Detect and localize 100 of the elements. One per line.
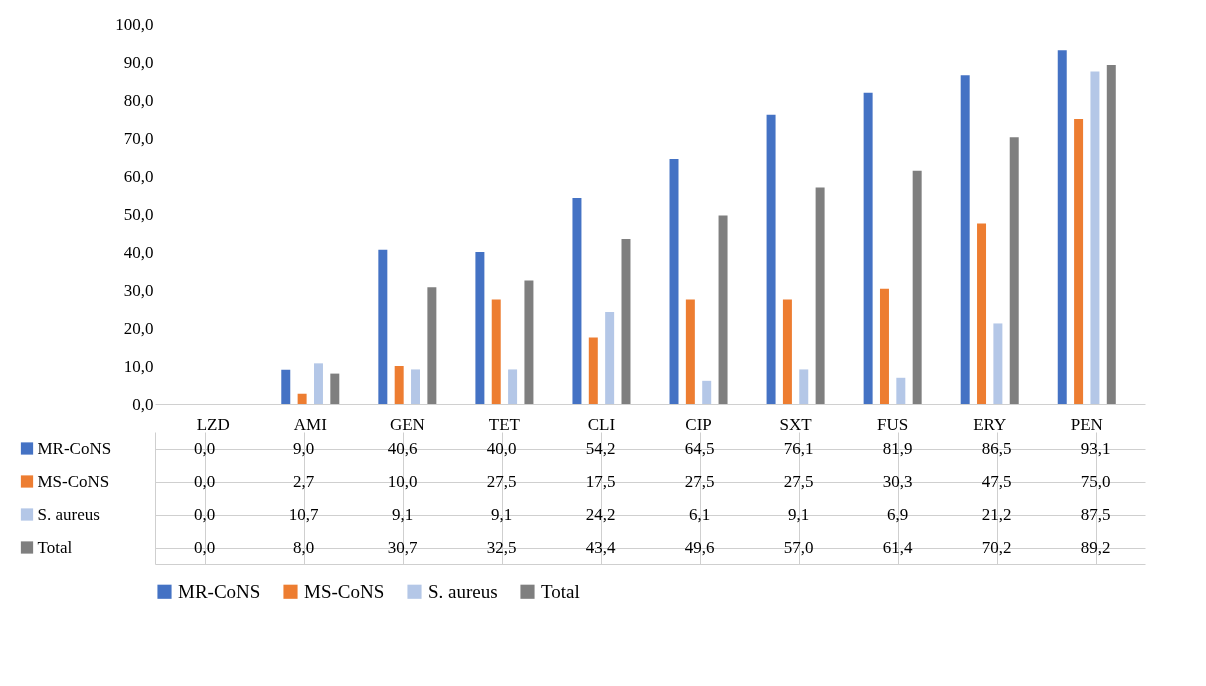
x-tick-label: CIP xyxy=(685,414,712,434)
bar xyxy=(572,198,582,404)
bar xyxy=(912,170,922,404)
text: MS-CoNS xyxy=(37,472,110,491)
bar xyxy=(702,380,712,404)
x-tick-label: SXT xyxy=(779,414,813,434)
text: 9,1 xyxy=(787,504,810,524)
text: 70,2 xyxy=(981,537,1012,557)
text: 21,2 xyxy=(981,504,1012,524)
text: MR-CoNS xyxy=(178,580,261,602)
text: 9,0 xyxy=(292,438,315,458)
bar xyxy=(669,158,679,404)
y-tick-label: 0,0 xyxy=(132,394,154,414)
text: 27,5 xyxy=(486,471,517,491)
y-tick-label: 40,0 xyxy=(123,242,154,262)
legend-label: S. aureus xyxy=(428,580,498,602)
y-tick-label: 30,0 xyxy=(123,280,154,300)
legend-label: MR-CoNS xyxy=(37,439,112,458)
text: 0,0 xyxy=(193,438,216,458)
text: 10,7 xyxy=(288,504,319,524)
x-tick-label: FUS xyxy=(877,414,909,434)
legend-label: Total xyxy=(541,580,580,602)
text: 27,5 xyxy=(783,471,814,491)
bar xyxy=(960,75,970,404)
bar xyxy=(508,369,518,404)
y-tick-label: 80,0 xyxy=(123,90,154,110)
bar xyxy=(475,252,485,404)
text: 57,0 xyxy=(783,537,814,557)
text: 10,0 xyxy=(387,471,418,491)
bar xyxy=(588,337,598,404)
bar xyxy=(313,363,323,404)
text: 87,5 xyxy=(1080,504,1111,524)
bar xyxy=(1009,137,1019,404)
y-tick-label: 70,0 xyxy=(123,128,154,148)
text: 17,5 xyxy=(585,471,616,491)
text: 54,2 xyxy=(585,438,616,458)
bar xyxy=(621,239,631,404)
text: 81,9 xyxy=(882,438,913,458)
bar xyxy=(330,373,340,404)
bar xyxy=(524,280,534,404)
text: 30,7 xyxy=(387,537,418,557)
legend-label: MS-CoNS xyxy=(304,580,385,602)
text: 32,5 xyxy=(486,537,517,557)
text: 61,4 xyxy=(882,537,913,557)
text: 30,3 xyxy=(882,471,913,491)
text: 9,1 xyxy=(490,504,513,524)
y-tick-label: 20,0 xyxy=(123,318,154,338)
bar xyxy=(394,366,404,404)
y-tick-label: 10,0 xyxy=(123,356,154,376)
bar xyxy=(1090,71,1100,404)
bar xyxy=(685,299,695,404)
bar xyxy=(782,299,792,404)
bar xyxy=(815,187,825,404)
text: 0,0 xyxy=(193,504,216,524)
x-tick-label: PEN xyxy=(1070,414,1103,434)
text: 9,1 xyxy=(391,504,414,524)
text: 40,6 xyxy=(387,438,418,458)
bar xyxy=(718,215,728,404)
text: 2,7 xyxy=(292,471,315,491)
y-tick-label: 90,0 xyxy=(123,52,154,72)
bar xyxy=(879,288,889,404)
text: 93,1 xyxy=(1080,438,1111,458)
text: 6,9 xyxy=(886,504,909,524)
text: 43,4 xyxy=(585,537,616,557)
bar xyxy=(993,323,1003,404)
bar xyxy=(297,393,307,404)
text: Total xyxy=(37,538,73,557)
bar xyxy=(896,377,906,404)
text: 76,1 xyxy=(783,438,814,458)
bar xyxy=(427,287,437,404)
text: 75,0 xyxy=(1080,471,1111,491)
x-tick-label: GEN xyxy=(389,414,425,434)
text: S. aureus xyxy=(37,505,100,524)
bar xyxy=(491,299,501,404)
text: 0,0 xyxy=(193,537,216,557)
x-tick-label: ERY xyxy=(973,414,1007,434)
x-tick-label: AMI xyxy=(293,414,328,434)
text: 24,2 xyxy=(585,504,616,524)
bar xyxy=(799,369,809,404)
bar xyxy=(411,369,421,404)
text: 64,5 xyxy=(684,438,715,458)
x-tick-label: LZD xyxy=(196,414,230,434)
x-tick-label: CLI xyxy=(587,414,616,434)
bar xyxy=(1106,65,1116,404)
text: 8,0 xyxy=(292,537,315,557)
text: 6,1 xyxy=(688,504,711,524)
text: 86,5 xyxy=(981,438,1012,458)
y-tick-label: 50,0 xyxy=(123,204,154,224)
bar xyxy=(1074,119,1084,404)
bar xyxy=(281,369,291,404)
text: 47,5 xyxy=(981,471,1012,491)
bar xyxy=(1057,50,1067,404)
bar xyxy=(863,92,873,404)
text: 40,0 xyxy=(486,438,517,458)
text: 27,5 xyxy=(684,471,715,491)
text: 0,0 xyxy=(193,471,216,491)
text: 49,6 xyxy=(684,537,715,557)
y-tick-label: 100,0 xyxy=(115,14,154,34)
text: 89,2 xyxy=(1080,537,1111,557)
bar xyxy=(605,312,615,404)
